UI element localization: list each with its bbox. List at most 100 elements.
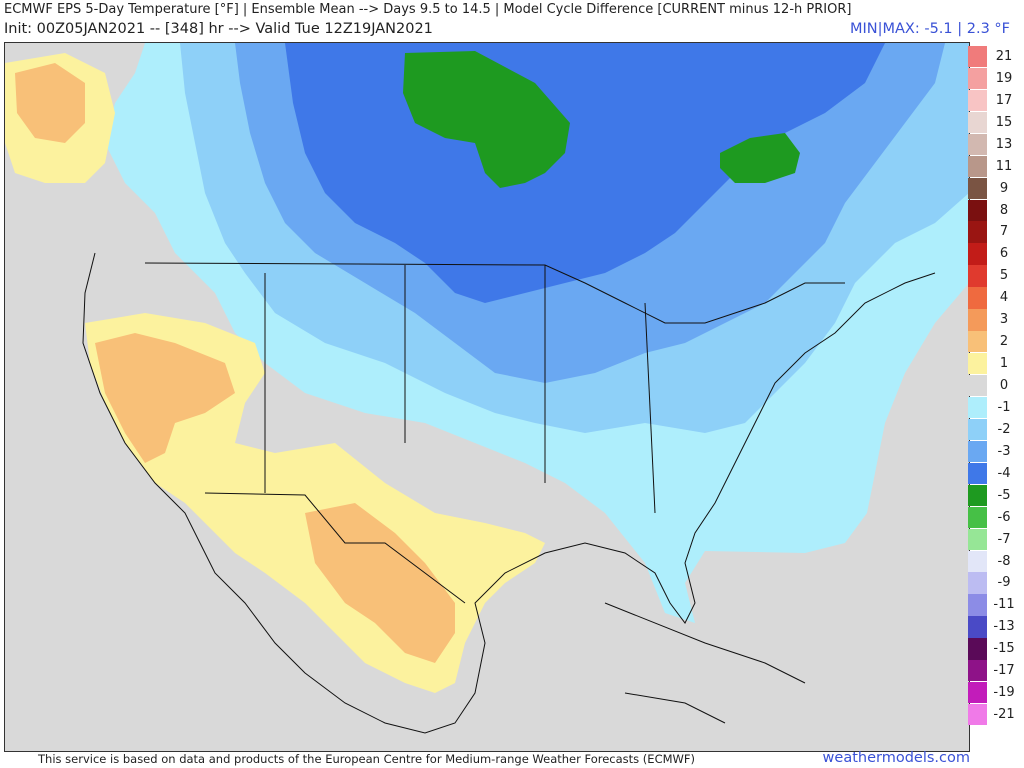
- map-title: ECMWF EPS 5-Day Temperature [°F] | Ensem…: [4, 2, 852, 17]
- legend-swatch: [968, 638, 987, 660]
- legend-label: 17: [995, 92, 1013, 108]
- anomaly-core-quebec: [720, 133, 800, 183]
- legend-swatch: [968, 265, 987, 287]
- legend-label: -4: [997, 465, 1011, 481]
- legend-swatch: [968, 133, 987, 156]
- legend-swatch: [968, 111, 987, 134]
- legend-row: 11: [968, 155, 1020, 177]
- legend-row: -21: [968, 704, 1020, 726]
- legend-row: -19: [968, 682, 1020, 704]
- legend-swatch: [968, 396, 987, 419]
- legend-label: 8: [999, 202, 1009, 218]
- legend-swatch: [968, 375, 987, 397]
- legend-label: -21: [993, 707, 1015, 723]
- legend-row: 17: [968, 89, 1020, 112]
- legend-row: -3: [968, 440, 1020, 463]
- legend-swatch: [968, 594, 987, 616]
- legend-label: 5: [999, 268, 1009, 284]
- legend-row: 4: [968, 287, 1020, 309]
- legend-label: -11: [993, 597, 1015, 613]
- legend-row: -11: [968, 594, 1020, 616]
- legend-row: 0: [968, 375, 1020, 397]
- legend-row: 1: [968, 353, 1020, 375]
- legend-row: -6: [968, 506, 1020, 528]
- legend-row: 19: [968, 67, 1020, 90]
- anomaly-core-canada-west: [403, 51, 570, 188]
- legend-row: 6: [968, 243, 1020, 265]
- legend-swatch: [968, 704, 987, 726]
- legend-label: -5: [997, 487, 1011, 503]
- legend-label: -19: [993, 685, 1015, 701]
- legend-label: -13: [993, 619, 1015, 635]
- legend-swatch: [968, 353, 987, 375]
- legend-swatch: [968, 243, 987, 265]
- legend-label: 3: [999, 312, 1009, 328]
- anomaly-region-plus2-mexico: [305, 503, 455, 663]
- legend-swatch: [968, 309, 987, 331]
- legend-label: 7: [999, 224, 1009, 240]
- legend-row: 7: [968, 221, 1020, 243]
- brand-link[interactable]: weathermodels.com: [822, 750, 970, 766]
- legend-row: 2: [968, 331, 1020, 353]
- legend-row: 15: [968, 111, 1020, 134]
- legend-swatch: [968, 418, 987, 441]
- legend-row: 9: [968, 177, 1020, 199]
- legend-label: 0: [999, 378, 1009, 394]
- legend-swatch: [968, 616, 987, 638]
- legend-label: -9: [997, 575, 1011, 591]
- legend-label: 1: [999, 356, 1009, 372]
- legend-swatch: [968, 287, 987, 309]
- legend-label: 6: [999, 246, 1009, 262]
- legend-row: 21: [968, 46, 1020, 68]
- legend-swatch: [968, 660, 987, 682]
- legend-swatch: [968, 572, 987, 594]
- legend-row: -1: [968, 396, 1020, 419]
- legend-swatch: [968, 528, 987, 550]
- legend-row: 13: [968, 133, 1020, 156]
- legend-swatch: [968, 331, 987, 353]
- legend-label: -7: [997, 531, 1011, 547]
- legend-swatch: [968, 199, 987, 221]
- legend-label: -8: [997, 553, 1011, 569]
- legend-swatch: [968, 484, 987, 506]
- legend-label: 11: [995, 158, 1013, 174]
- legend-label: -2: [997, 421, 1011, 437]
- legend-swatch: [968, 440, 987, 463]
- legend-swatch: [968, 67, 987, 90]
- legend-row: 3: [968, 309, 1020, 331]
- legend-label: -15: [993, 641, 1015, 657]
- legend-swatch: [968, 155, 987, 177]
- legend-swatch: [968, 177, 987, 199]
- legend-label: 21: [995, 49, 1013, 64]
- legend-row: -13: [968, 616, 1020, 638]
- legend-swatch: [968, 682, 987, 704]
- legend-row: 5: [968, 265, 1020, 287]
- min-max-readout: MIN|MAX: -5.1 | 2.3 °F: [849, 21, 1010, 37]
- legend-label: 4: [999, 290, 1009, 306]
- legend-label: -17: [993, 663, 1015, 679]
- legend-swatch: [968, 46, 987, 68]
- legend-label: 9: [999, 180, 1009, 196]
- legend-swatch: [968, 221, 987, 243]
- color-legend: 21 19 17 15 13 11 9 8 7 6 5 4 3 2 1 0 -1 -2 -3 -4 -5 -6 -7 -8 -9…: [968, 46, 1020, 726]
- anomaly-region-plus2: [95, 333, 235, 463]
- legend-label: -1: [997, 399, 1011, 415]
- legend-label: -6: [997, 509, 1011, 525]
- legend-label: -3: [997, 443, 1011, 459]
- legend-row: -8: [968, 550, 1020, 572]
- legend-row: -5: [968, 484, 1020, 506]
- legend-label: 2: [999, 334, 1009, 350]
- legend-label: 15: [995, 114, 1013, 130]
- legend-swatch: [968, 506, 987, 528]
- legend-row: -9: [968, 572, 1020, 594]
- legend-row: -4: [968, 462, 1020, 485]
- source-credit: This service is based on data and produc…: [38, 752, 695, 766]
- map-subtitle: Init: 00Z05JAN2021 -- [348] hr --> Valid…: [4, 21, 433, 37]
- legend-swatch: [968, 89, 987, 112]
- legend-swatch: [968, 550, 987, 572]
- legend-row: -17: [968, 660, 1020, 682]
- anomaly-region-plus2-nw: [15, 63, 85, 143]
- legend-swatch: [968, 462, 987, 485]
- temperature-difference-map: [4, 42, 970, 752]
- legend-row: 8: [968, 199, 1020, 221]
